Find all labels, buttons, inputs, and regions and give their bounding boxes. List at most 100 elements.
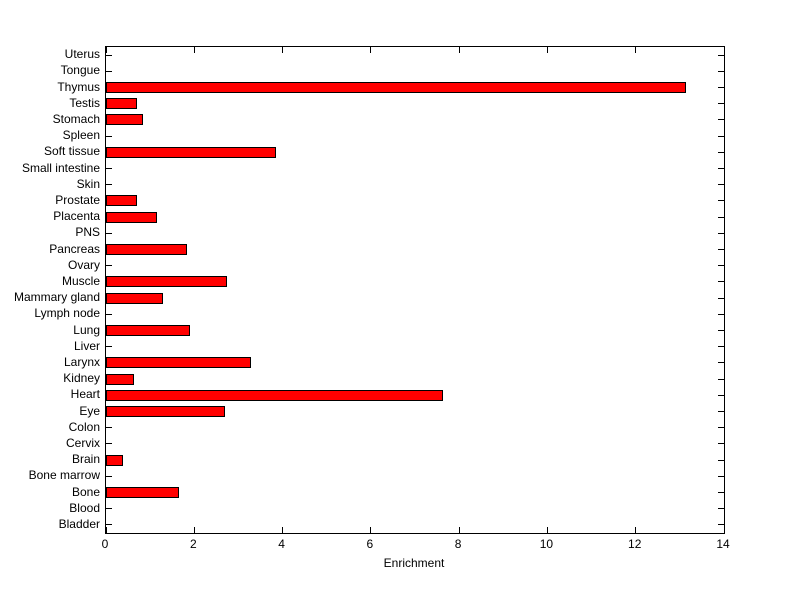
category-label: Stomach xyxy=(52,111,100,126)
bar xyxy=(106,276,227,288)
y-tick-right xyxy=(718,508,724,510)
bar xyxy=(106,406,225,417)
category-label: Spleen xyxy=(62,128,100,143)
y-tick-left xyxy=(106,265,112,267)
bar xyxy=(106,244,187,255)
y-tick-right xyxy=(718,70,724,72)
y-tick-right xyxy=(718,103,724,105)
category-label: Bladder xyxy=(58,516,100,531)
y-tick-right xyxy=(718,216,724,218)
category-label: Small intestine xyxy=(21,160,100,175)
y-tick-left xyxy=(106,508,112,510)
bar xyxy=(106,487,179,498)
y-tick-left xyxy=(106,427,112,429)
bar xyxy=(106,146,276,158)
category-label: Tongue xyxy=(60,63,100,78)
x-tick-bottom xyxy=(193,527,195,533)
y-tick-right xyxy=(718,459,724,461)
x-tick-label: 0 xyxy=(101,537,109,551)
y-tick-right xyxy=(718,427,724,429)
y-tick-right xyxy=(718,281,724,283)
y-tick-right xyxy=(718,87,724,88)
category-label: Bone marrow xyxy=(28,468,100,483)
category-label: Liver xyxy=(73,338,100,353)
x-tick-label: 4 xyxy=(278,537,285,551)
y-tick-left xyxy=(106,475,112,477)
y-tick-right xyxy=(718,200,724,202)
x-tick-label: 14 xyxy=(716,537,730,551)
y-tick-right xyxy=(718,443,724,445)
bar xyxy=(106,325,190,336)
bar xyxy=(106,114,143,126)
category-label: Pancreas xyxy=(49,241,100,256)
category-label: Brain xyxy=(71,452,100,467)
x-tick-label: 12 xyxy=(628,537,642,551)
y-tick-right xyxy=(718,135,724,137)
x-tick-top xyxy=(282,47,284,53)
y-tick-right xyxy=(718,265,724,267)
y-tick-right xyxy=(718,378,724,380)
x-tick-top xyxy=(635,47,637,53)
plot-area xyxy=(105,46,725,534)
y-tick-right xyxy=(718,475,724,477)
x-tick-top xyxy=(105,47,107,53)
y-tick-right xyxy=(718,151,724,153)
x-tick-top xyxy=(723,47,725,53)
bar xyxy=(106,292,163,304)
x-tick-bottom xyxy=(282,527,284,533)
category-label: Testis xyxy=(69,95,100,110)
y-tick-right xyxy=(718,330,724,331)
y-tick-left xyxy=(106,168,112,169)
category-label: Prostate xyxy=(55,192,100,207)
x-tick-label: 2 xyxy=(189,537,197,551)
x-tick-bottom xyxy=(546,527,548,533)
bar xyxy=(106,454,123,466)
category-label: Skin xyxy=(76,176,100,191)
bar xyxy=(106,98,137,110)
x-tick-label: 6 xyxy=(366,537,374,551)
x-axis-title: Enrichment xyxy=(383,556,445,570)
category-label: Mammary gland xyxy=(13,290,100,305)
y-tick-right xyxy=(718,184,724,186)
y-tick-left xyxy=(106,524,112,526)
category-label: Lymph node xyxy=(34,306,100,321)
category-label: Blood xyxy=(69,500,100,515)
category-label: Uterus xyxy=(64,47,100,62)
y-tick-left xyxy=(106,184,112,186)
category-label: Heart xyxy=(70,387,100,402)
x-tick-bottom xyxy=(723,527,725,533)
y-tick-left xyxy=(106,54,112,56)
category-label: Eye xyxy=(79,403,100,418)
x-tick-bottom xyxy=(458,527,460,533)
category-label: Soft tissue xyxy=(43,144,100,159)
x-tick-top xyxy=(546,47,548,53)
category-label: Larynx xyxy=(63,354,100,369)
x-tick-bottom xyxy=(370,527,372,533)
y-tick-right xyxy=(718,119,724,121)
y-tick-right xyxy=(718,492,724,493)
y-tick-left xyxy=(106,313,112,315)
y-tick-left xyxy=(106,346,112,348)
category-label: Colon xyxy=(68,419,100,434)
bar xyxy=(106,211,157,223)
y-tick-left xyxy=(106,135,112,137)
y-tick-right xyxy=(718,168,724,169)
x-tick-label: 10 xyxy=(539,537,554,551)
x-tick-label: 8 xyxy=(454,537,462,551)
x-tick-top xyxy=(458,47,460,53)
y-tick-right xyxy=(718,394,724,396)
x-tick-top xyxy=(370,47,372,53)
category-label: Placenta xyxy=(53,209,100,224)
x-tick-bottom xyxy=(635,527,637,533)
y-tick-right xyxy=(718,297,724,299)
y-tick-left xyxy=(106,232,112,234)
category-label: PNS xyxy=(75,225,100,240)
y-tick-right xyxy=(718,249,724,250)
y-tick-right xyxy=(718,232,724,234)
y-tick-right xyxy=(718,313,724,315)
y-tick-left xyxy=(106,70,112,72)
category-label: Thymus xyxy=(57,79,100,94)
y-tick-right xyxy=(718,411,724,412)
y-tick-right xyxy=(718,346,724,348)
